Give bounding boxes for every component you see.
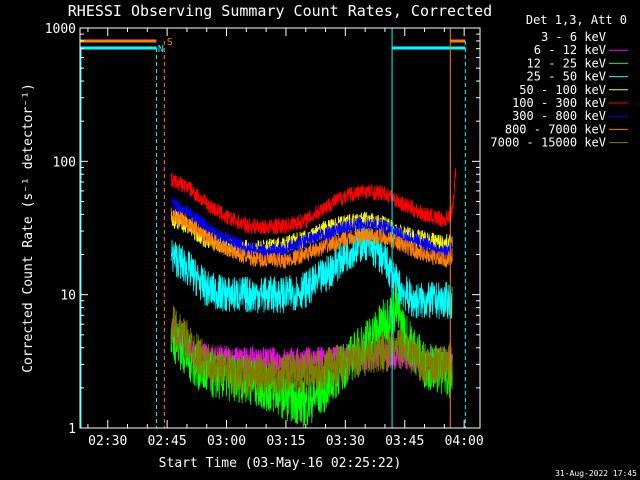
x-tick-label: 04:00: [445, 434, 484, 449]
marker-s-label: S: [167, 37, 173, 48]
x-tick-label: 03:15: [266, 434, 305, 449]
x-tick-label: 02:45: [148, 434, 187, 449]
y-tick-label: 100: [53, 155, 76, 170]
x-axis-label: Start Time (03-May-16 02:25:22): [159, 456, 402, 471]
x-tick-label: 03:45: [385, 434, 424, 449]
series-line-5: [170, 168, 457, 235]
chart-title: RHESSI Observing Summary Count Rates, Co…: [68, 2, 492, 20]
y-tick-label: 1000: [45, 22, 76, 37]
x-tick-label: 03:30: [326, 434, 365, 449]
footer-date: 31-Aug-2022 17:45: [555, 469, 637, 478]
x-tick-label: 02:30: [88, 434, 127, 449]
y-tick-label: 10: [60, 289, 76, 304]
y-axis-label: Corrected Count Rate (s⁻¹ detector⁻¹): [21, 83, 36, 373]
series-line-8: [170, 305, 453, 397]
legend-title: Det 1,3, Att 0: [526, 13, 627, 27]
series-line-0: [214, 385, 445, 430]
marker-n-label: N: [158, 44, 164, 55]
y-tick-label: 1: [68, 422, 76, 437]
series-line-2: [170, 285, 453, 428]
legend-label: 12 - 25 keV: [527, 56, 606, 70]
legend-label: 800 - 7000 keV: [505, 122, 606, 136]
x-tick-label: 03:00: [207, 434, 246, 449]
legend-label: 50 - 100 keV: [519, 83, 606, 97]
legend-label: 3 - 6 keV: [541, 30, 606, 44]
series-line-6: [170, 197, 453, 260]
legend-label: 6 - 12 keV: [534, 43, 606, 57]
legend-label: 25 - 50 keV: [527, 70, 606, 84]
series-line-3: [170, 225, 453, 320]
series-line-7: [170, 207, 453, 270]
plot-frame: [79, 27, 481, 429]
legend-label: 100 - 300 keV: [512, 96, 606, 110]
legend-label: 7000 - 15000 keV: [490, 136, 606, 150]
legend-label: 300 - 800 keV: [512, 109, 606, 123]
